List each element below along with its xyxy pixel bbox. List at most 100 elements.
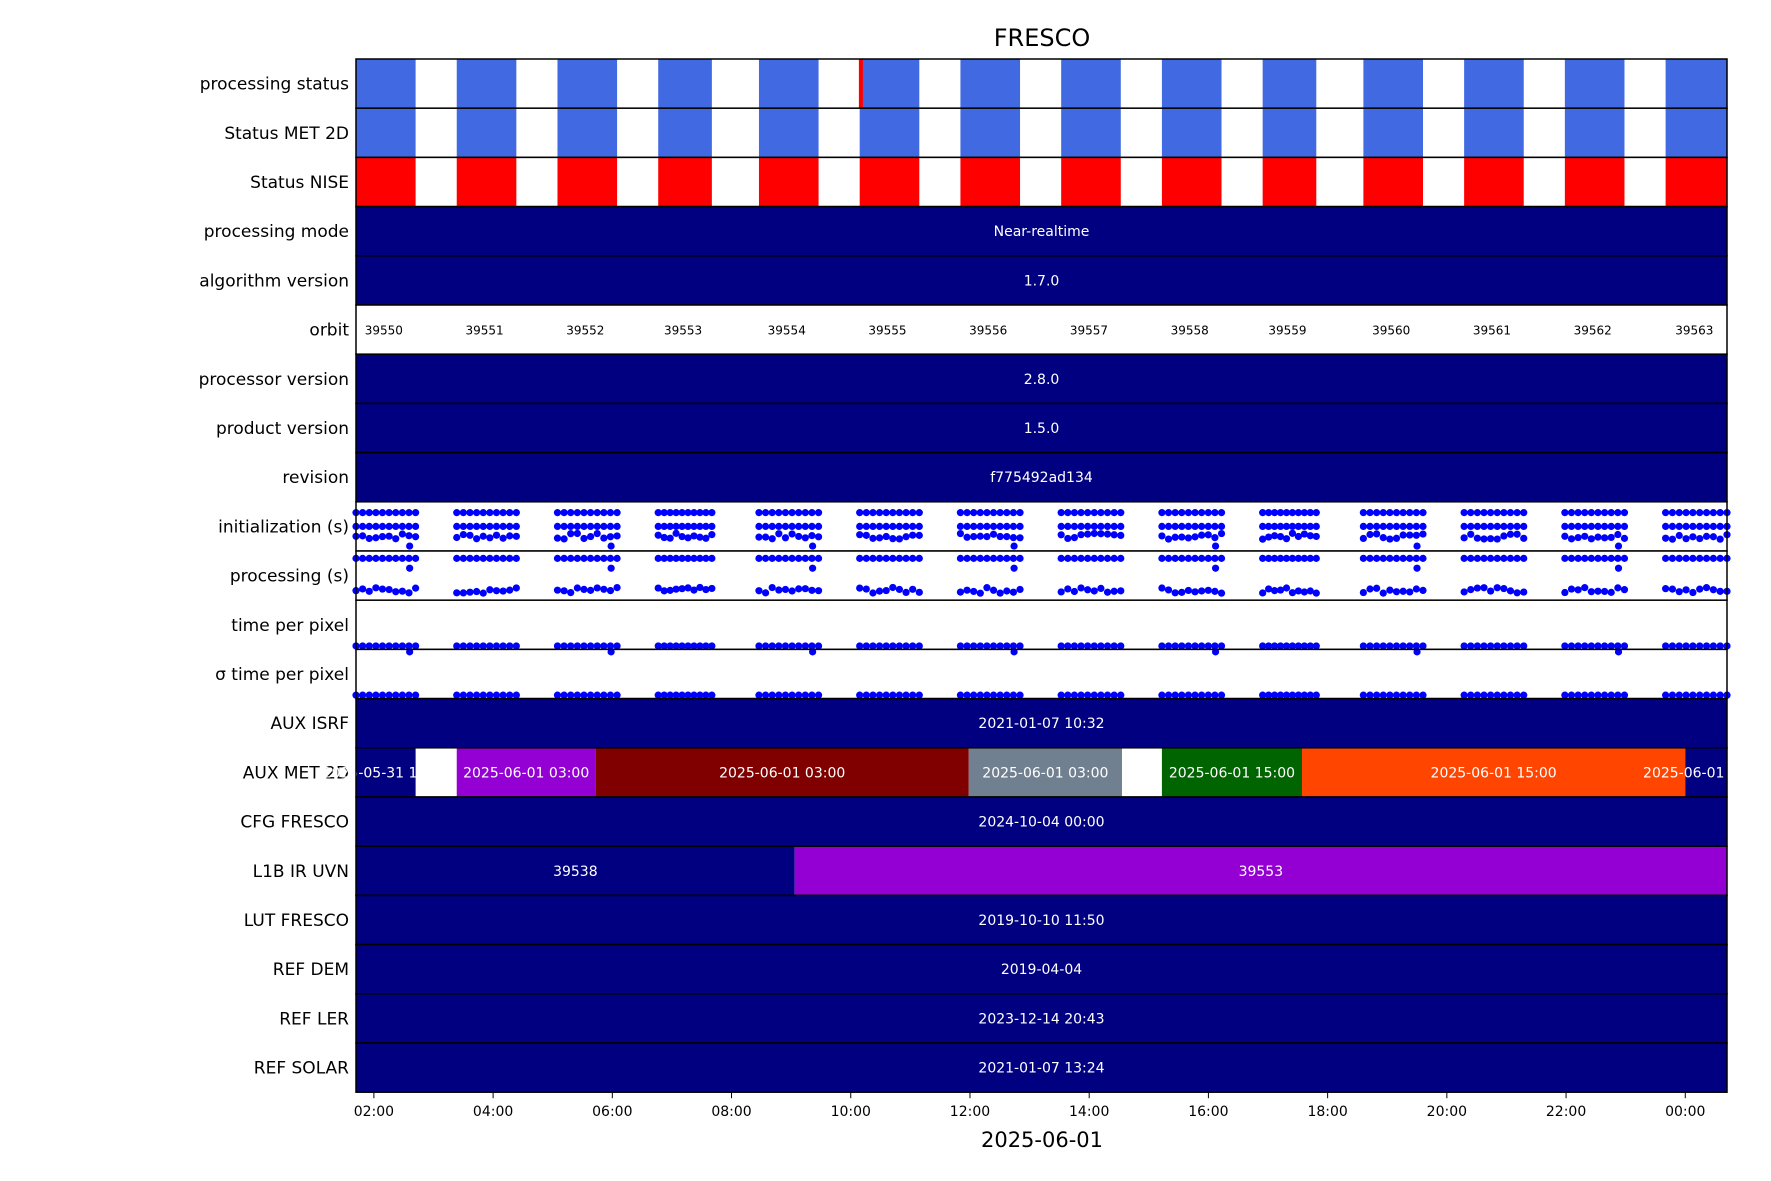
scatter-point [486, 642, 494, 650]
scatter-point [560, 587, 568, 595]
scatter-point [996, 532, 1004, 541]
scatter-point [1620, 522, 1629, 531]
scatter-point [372, 642, 380, 650]
scatter-point [1158, 554, 1166, 562]
scatter-point [1500, 584, 1508, 593]
scatter-point [1282, 535, 1291, 543]
scatter-point [506, 586, 514, 594]
scatter-point [1090, 587, 1098, 595]
orbit-label: 39555 [868, 324, 906, 338]
scatter-point [1709, 509, 1717, 517]
scatter-point [1171, 589, 1179, 597]
scatter-point [1460, 509, 1468, 517]
scatter-point [1709, 554, 1717, 562]
scatter-point [1097, 554, 1105, 562]
scatter-point [660, 587, 668, 595]
scatter-point [466, 588, 474, 596]
scatter-point [1077, 509, 1085, 517]
scatter-point [1204, 522, 1212, 531]
scatter-point [768, 642, 776, 650]
scatter-point [1204, 509, 1212, 517]
scatter-point [560, 509, 568, 517]
scatter-point [378, 522, 387, 531]
scatter-point [788, 642, 796, 650]
scatter-point [613, 554, 621, 562]
scatter-point [473, 691, 481, 699]
scatter-point [1158, 584, 1166, 592]
scatter-point [970, 522, 978, 531]
scatter-point [755, 587, 763, 595]
scatter-point [1259, 589, 1267, 597]
scatter-point [660, 533, 668, 542]
status-bar [960, 157, 1021, 207]
scatter-point [708, 531, 716, 539]
segment-label: 39538 [553, 864, 598, 880]
scatter-point [1500, 642, 1508, 650]
row-label: Status MET 2D [224, 124, 349, 144]
scatter-point [1265, 642, 1273, 650]
scatter-point [1016, 534, 1024, 542]
x-tick-label: 22:00 [1546, 1104, 1586, 1120]
scatter-point [869, 691, 877, 699]
scatter-point [573, 642, 581, 650]
scatter-point [1419, 586, 1427, 595]
segment-label: 2025-06-01 15:00 [1431, 765, 1557, 781]
scatter-point [1702, 584, 1711, 592]
row-label: orbit [309, 321, 349, 341]
status-bar [356, 108, 416, 158]
scatter-point [1520, 588, 1528, 596]
status-bar [1464, 108, 1524, 158]
scatter-point [1392, 554, 1401, 562]
scatter-point [1057, 588, 1065, 596]
scatter-point [996, 554, 1004, 562]
scatter-point [600, 522, 608, 531]
scatter-outlier [406, 564, 414, 572]
scatter-point [1473, 522, 1481, 531]
scatter-point [405, 691, 413, 699]
scatter-point [1270, 532, 1279, 540]
x-tick-label: 20:00 [1427, 1104, 1467, 1120]
scatter-point [1312, 554, 1320, 562]
scatter-point [902, 554, 910, 562]
scatter-point [586, 532, 595, 541]
x-tick-label: 12:00 [950, 1104, 990, 1120]
scatter-point [1064, 522, 1072, 531]
scatter-point [654, 509, 662, 517]
scatter-point [398, 554, 406, 562]
scatter-point [875, 587, 884, 595]
scatter-point [600, 534, 608, 542]
scatter-point [956, 522, 965, 531]
scatter-point [1601, 509, 1609, 517]
scatter-point [1601, 534, 1609, 542]
scatter-point [398, 587, 406, 595]
row-background [356, 305, 1727, 355]
scatter-point [1282, 584, 1291, 592]
segment-label: 2019-10-10 11:50 [978, 913, 1104, 929]
scatter-point [1117, 554, 1125, 562]
row-label: REF SOLAR [254, 1059, 349, 1079]
scatter-point [1668, 585, 1677, 593]
scatter-point [660, 509, 668, 517]
scatter-point [580, 691, 588, 699]
scatter-point [915, 691, 923, 699]
scatter-point [963, 642, 971, 650]
scatter-point [1379, 509, 1387, 517]
scatter-point [1682, 535, 1690, 543]
scatter-point [1276, 522, 1285, 531]
status-bar [557, 108, 618, 158]
scatter-point [405, 554, 413, 562]
status-bar [859, 157, 920, 207]
scatter-point [1399, 531, 1407, 539]
scatter-point [1506, 522, 1515, 531]
scatter-point [473, 522, 481, 531]
scatter-point [1386, 691, 1394, 699]
scatter-point [895, 691, 904, 699]
scatter-point [492, 554, 501, 562]
scatter-point [862, 531, 870, 539]
scatter-point [788, 554, 796, 562]
scatter-point [1312, 691, 1320, 699]
scatter-point [1620, 509, 1629, 517]
scatter-point [1158, 691, 1166, 699]
scatter-point [499, 509, 507, 517]
status-bar [859, 59, 920, 109]
